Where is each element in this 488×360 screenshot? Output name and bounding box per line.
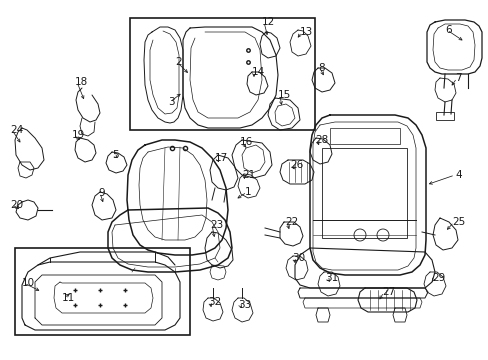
Text: 11: 11: [62, 293, 75, 303]
Text: 10: 10: [22, 278, 35, 288]
Text: 2: 2: [175, 57, 181, 67]
Bar: [321, 148, 406, 238]
Text: 5: 5: [112, 150, 119, 160]
Text: 20: 20: [10, 200, 23, 210]
Text: 29: 29: [431, 273, 445, 283]
Text: 4: 4: [454, 170, 461, 180]
Bar: [15, 248, 190, 335]
Text: 33: 33: [238, 300, 251, 310]
Text: 15: 15: [278, 90, 291, 100]
Text: 16: 16: [240, 137, 253, 147]
Text: 30: 30: [291, 253, 305, 263]
Text: 25: 25: [451, 217, 464, 227]
Bar: [130, 18, 314, 130]
Text: 7: 7: [454, 73, 461, 83]
Bar: [329, 128, 399, 144]
Text: 24: 24: [10, 125, 23, 135]
Text: 31: 31: [325, 273, 338, 283]
Text: 9: 9: [98, 188, 104, 198]
Text: 14: 14: [251, 67, 264, 77]
Text: 26: 26: [289, 160, 303, 170]
Text: 17: 17: [215, 153, 228, 163]
Text: 28: 28: [314, 135, 327, 145]
Text: 19: 19: [72, 130, 85, 140]
Text: 22: 22: [285, 217, 298, 227]
Text: 18: 18: [75, 77, 88, 87]
Bar: [435, 112, 453, 120]
Text: 21: 21: [242, 170, 255, 180]
Text: 8: 8: [317, 63, 324, 73]
Text: 3: 3: [168, 97, 174, 107]
Text: 13: 13: [299, 27, 313, 37]
Text: 23: 23: [209, 220, 223, 230]
Text: 27: 27: [381, 287, 394, 297]
Text: 1: 1: [244, 187, 251, 197]
Text: 12: 12: [262, 17, 275, 27]
Text: 6: 6: [444, 25, 451, 35]
Text: 32: 32: [207, 297, 221, 307]
